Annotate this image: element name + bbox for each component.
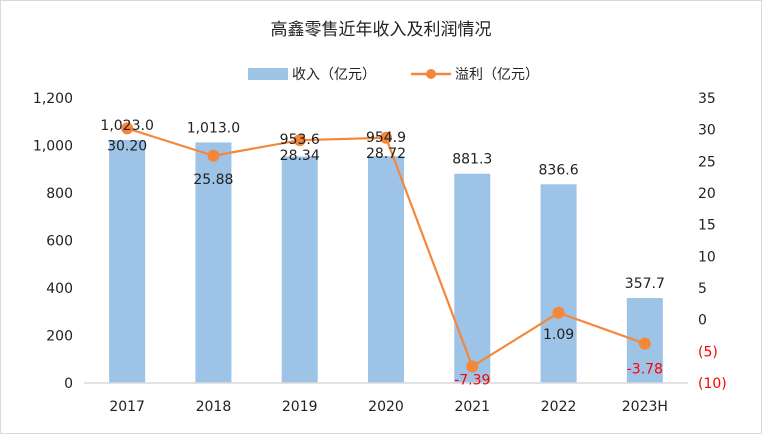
profit-marker	[552, 306, 565, 319]
left-tick-label: 800	[46, 186, 73, 202]
profit-marker	[466, 360, 479, 373]
revenue-bars	[109, 140, 663, 383]
right-tick-label: 25	[698, 154, 716, 170]
right-tick-label: 30	[698, 123, 716, 139]
profit-data-label: -7.39	[454, 372, 490, 388]
right-tick-label: 0	[698, 313, 707, 329]
revenue-bar	[368, 156, 404, 383]
revenue-data-label: 357.7	[625, 276, 665, 292]
chart-title: 高鑫零售近年收入及利润情况	[271, 20, 492, 40]
right-axis: (10) (5) 0 5 10 15 20 25 30 35	[698, 91, 727, 392]
right-tick-label: 20	[698, 186, 716, 202]
profit-line	[121, 122, 651, 373]
x-tick-label: 2020	[368, 399, 404, 415]
left-tick-label: 600	[46, 234, 73, 250]
left-axis: 0 200 400 600 800 1,000 1,200	[33, 91, 73, 392]
left-tick-label: 400	[46, 281, 73, 297]
right-tick-label: (5)	[698, 344, 718, 360]
profit-data-label: 25.88	[193, 172, 233, 188]
legend: 收入（亿元） 溢利（亿元）	[248, 67, 539, 83]
profit-marker	[380, 131, 392, 144]
profit-marker	[121, 122, 134, 135]
profit-data-label: 1.09	[543, 327, 574, 343]
revenue-data-label: 1,023.0	[100, 118, 153, 134]
revenue-data-label: 881.3	[452, 152, 492, 168]
revenue-bar	[281, 156, 318, 383]
profit-marker	[638, 337, 651, 350]
legend-swatch-profit-marker	[426, 69, 436, 79]
x-tick-label: 2017	[109, 399, 145, 415]
legend-swatch-revenue	[248, 68, 288, 80]
revenue-bar	[454, 173, 491, 383]
profit-data-label: 28.34	[280, 148, 320, 164]
data-labels: 1,023.0 1,013.0 953.6 954.9 881.3 836.6 357.7 3…	[100, 118, 664, 388]
left-tick-label: 1,000	[33, 139, 73, 155]
right-tick-label: 15	[698, 218, 716, 234]
revenue-bar	[540, 184, 577, 383]
profit-data-label: 30.20	[107, 138, 147, 154]
x-tick-label: 2022	[541, 399, 577, 415]
revenue-bar	[195, 142, 232, 383]
legend-label-profit: 溢利（亿元）	[455, 67, 539, 83]
x-axis: 2017 2018 2019 2020 2021 2022 2023H	[109, 399, 668, 415]
revenue-data-label: 836.6	[539, 162, 579, 178]
x-tick-label: 2021	[454, 399, 490, 415]
right-tick-label: 10	[698, 249, 716, 265]
legend-label-revenue: 收入（亿元）	[292, 67, 376, 83]
profit-marker	[207, 149, 220, 162]
x-tick-label: 2023H	[622, 399, 668, 415]
left-tick-label: 1,200	[33, 91, 73, 107]
left-tick-label: 200	[46, 329, 73, 345]
x-tick-label: 2019	[282, 399, 318, 415]
right-tick-label: 35	[698, 91, 716, 107]
revenue-data-label: 953.6	[280, 132, 320, 148]
revenue-data-label: 1,013.0	[187, 120, 240, 136]
profit-data-label: -3.78	[627, 362, 663, 378]
revenue-bar	[109, 140, 146, 383]
revenue-data-label: 954.9	[366, 130, 406, 146]
right-tick-label: 5	[698, 281, 707, 297]
right-tick-label: (10)	[698, 376, 727, 392]
profit-marker	[293, 134, 306, 147]
left-tick-label: 0	[64, 376, 73, 392]
x-tick-label: 2018	[196, 399, 232, 415]
profit-data-label: 28.72	[366, 146, 406, 162]
